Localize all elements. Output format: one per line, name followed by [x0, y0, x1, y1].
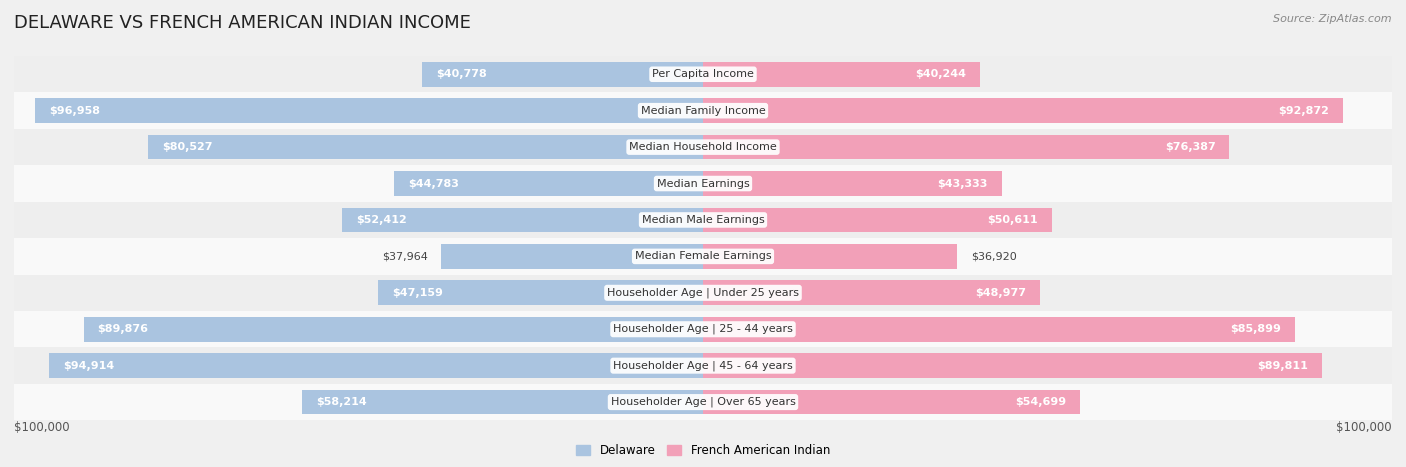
Bar: [422, 62, 703, 87]
Text: $40,778: $40,778: [436, 69, 486, 79]
Bar: [703, 207, 1052, 233]
Text: $44,783: $44,783: [408, 178, 460, 189]
Text: $58,214: $58,214: [316, 397, 367, 407]
Text: $100,000: $100,000: [1336, 421, 1392, 434]
Bar: [703, 98, 1343, 123]
Bar: [441, 244, 703, 269]
Text: $37,964: $37,964: [382, 251, 427, 262]
Bar: [14, 165, 1392, 202]
Text: Median Male Earnings: Median Male Earnings: [641, 215, 765, 225]
Bar: [302, 389, 703, 415]
Bar: [703, 280, 1040, 305]
Bar: [14, 275, 1392, 311]
Text: Source: ZipAtlas.com: Source: ZipAtlas.com: [1274, 14, 1392, 24]
Bar: [148, 134, 703, 160]
Text: $47,159: $47,159: [392, 288, 443, 298]
Text: DELAWARE VS FRENCH AMERICAN INDIAN INCOME: DELAWARE VS FRENCH AMERICAN INDIAN INCOM…: [14, 14, 471, 32]
Legend: Delaware, French American Indian: Delaware, French American Indian: [571, 439, 835, 462]
Text: $80,527: $80,527: [162, 142, 212, 152]
Text: $54,699: $54,699: [1015, 397, 1066, 407]
Text: $52,412: $52,412: [356, 215, 406, 225]
Bar: [14, 384, 1392, 420]
Text: $48,977: $48,977: [976, 288, 1026, 298]
Bar: [703, 389, 1080, 415]
Bar: [14, 202, 1392, 238]
Bar: [703, 134, 1229, 160]
Bar: [14, 92, 1392, 129]
Bar: [703, 62, 980, 87]
Text: Householder Age | 25 - 44 years: Householder Age | 25 - 44 years: [613, 324, 793, 334]
Text: $36,920: $36,920: [972, 251, 1017, 262]
Text: $89,876: $89,876: [97, 324, 149, 334]
Bar: [342, 207, 703, 233]
Bar: [14, 347, 1392, 384]
Bar: [14, 238, 1392, 275]
Text: Per Capita Income: Per Capita Income: [652, 69, 754, 79]
Text: $40,244: $40,244: [915, 69, 966, 79]
Bar: [14, 129, 1392, 165]
Bar: [14, 56, 1392, 92]
Text: Median Household Income: Median Household Income: [628, 142, 778, 152]
Bar: [35, 98, 703, 123]
Text: $94,914: $94,914: [63, 361, 114, 371]
Text: Householder Age | Under 25 years: Householder Age | Under 25 years: [607, 288, 799, 298]
Text: Median Female Earnings: Median Female Earnings: [634, 251, 772, 262]
Bar: [703, 171, 1001, 196]
Text: Householder Age | Over 65 years: Householder Age | Over 65 years: [610, 397, 796, 407]
Text: Median Earnings: Median Earnings: [657, 178, 749, 189]
Bar: [703, 317, 1295, 342]
Bar: [395, 171, 703, 196]
Text: $96,958: $96,958: [49, 106, 100, 116]
Text: $50,611: $50,611: [987, 215, 1038, 225]
Text: $89,811: $89,811: [1257, 361, 1308, 371]
Text: $92,872: $92,872: [1278, 106, 1329, 116]
Bar: [703, 353, 1322, 378]
Text: Householder Age | 45 - 64 years: Householder Age | 45 - 64 years: [613, 361, 793, 371]
Text: $43,333: $43,333: [938, 178, 988, 189]
Bar: [378, 280, 703, 305]
Bar: [703, 244, 957, 269]
Text: $85,899: $85,899: [1230, 324, 1281, 334]
Bar: [14, 311, 1392, 347]
Bar: [49, 353, 703, 378]
Text: $100,000: $100,000: [14, 421, 70, 434]
Bar: [84, 317, 703, 342]
Text: $76,387: $76,387: [1164, 142, 1215, 152]
Text: Median Family Income: Median Family Income: [641, 106, 765, 116]
